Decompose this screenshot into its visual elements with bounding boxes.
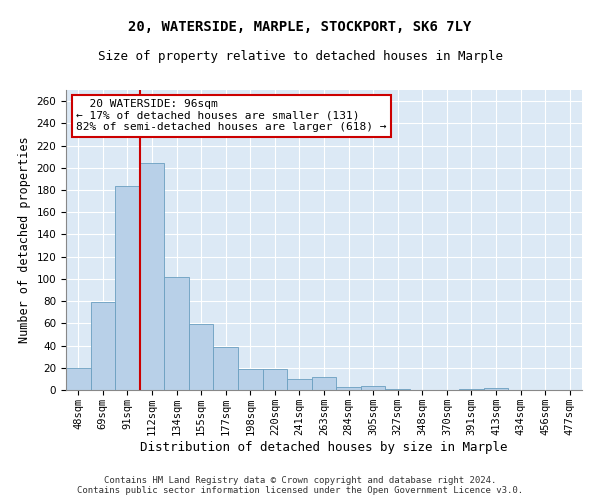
Bar [66,368,91,390]
Bar [312,376,336,390]
X-axis label: Distribution of detached houses by size in Marple: Distribution of detached houses by size … [140,440,508,454]
Bar [287,379,312,390]
Bar [115,186,140,390]
Bar [336,386,361,390]
Text: 20 WATERSIDE: 96sqm
← 17% of detached houses are smaller (131)
82% of semi-detac: 20 WATERSIDE: 96sqm ← 17% of detached ho… [76,99,387,132]
Y-axis label: Number of detached properties: Number of detached properties [18,136,31,344]
Text: 20, WATERSIDE, MARPLE, STOCKPORT, SK6 7LY: 20, WATERSIDE, MARPLE, STOCKPORT, SK6 7L… [128,20,472,34]
Bar [164,276,189,390]
Bar [214,346,238,390]
Bar [189,324,214,390]
Bar [91,302,115,390]
Bar [459,389,484,390]
Bar [263,369,287,390]
Bar [361,386,385,390]
Text: Size of property relative to detached houses in Marple: Size of property relative to detached ho… [97,50,503,63]
Text: Contains HM Land Registry data © Crown copyright and database right 2024.
Contai: Contains HM Land Registry data © Crown c… [77,476,523,495]
Bar [140,164,164,390]
Bar [238,369,263,390]
Bar [385,389,410,390]
Bar [484,388,508,390]
